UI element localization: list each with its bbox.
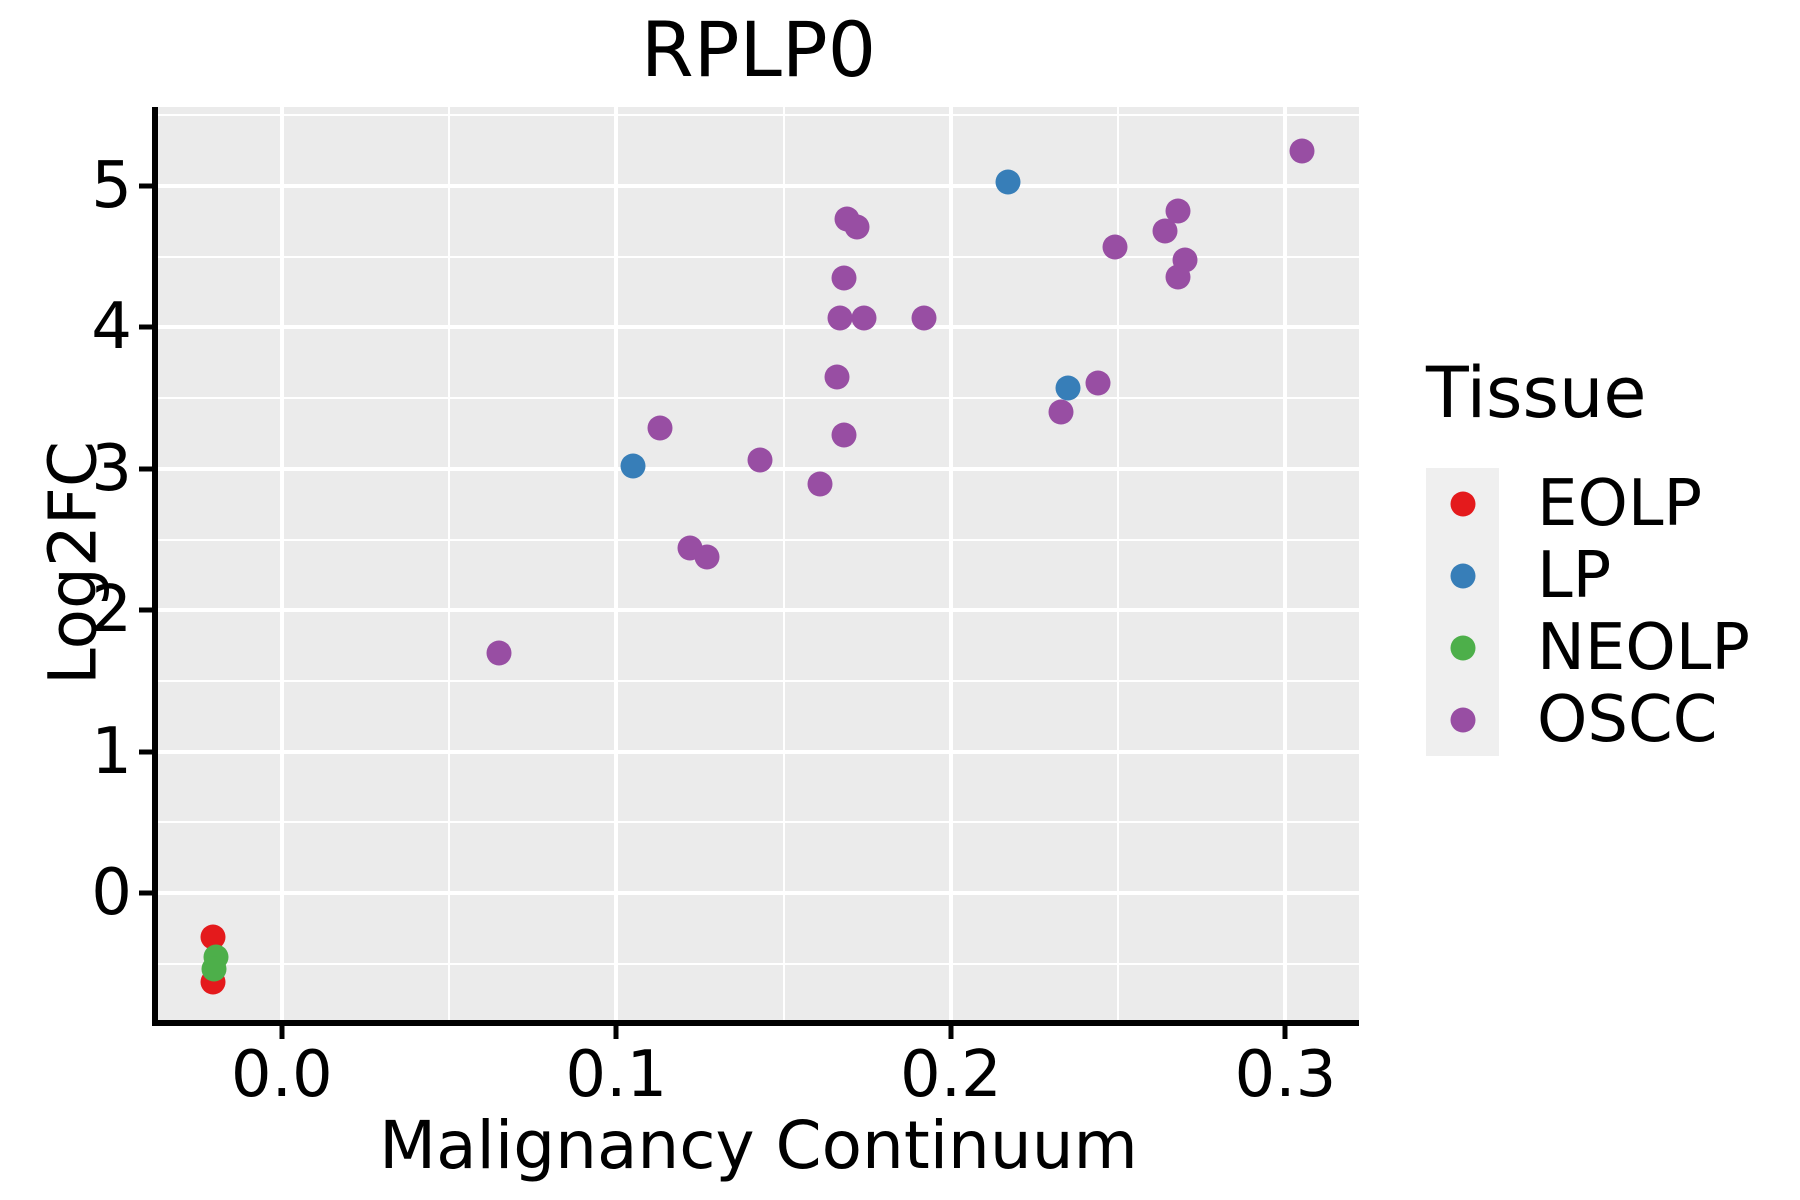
y-major-gridline xyxy=(158,749,1359,754)
x-tick xyxy=(1282,1026,1288,1039)
legend-item-label: LP xyxy=(1537,539,1612,613)
data-point-oscc xyxy=(1085,370,1111,396)
x-major-gridline xyxy=(948,107,953,1020)
data-point-oscc xyxy=(647,415,673,441)
data-point-neolp xyxy=(201,956,227,982)
x-axis-label: Malignancy Continuum xyxy=(379,1107,1138,1184)
y-tick-label: 1 xyxy=(91,714,132,789)
x-tick-label: 0.3 xyxy=(1234,1038,1337,1112)
x-axis-line xyxy=(152,1020,1359,1026)
x-minor-gridline xyxy=(782,107,785,1020)
y-major-gridline xyxy=(158,891,1359,896)
legend: Tissue EOLP LP NEOLP OSCC xyxy=(1426,356,1796,756)
y-minor-gridline xyxy=(158,538,1359,541)
legend-items: EOLP LP NEOLP OSCC xyxy=(1426,468,1796,756)
x-major-gridline xyxy=(279,107,284,1020)
x-tick-label: 0.0 xyxy=(230,1038,333,1112)
x-major-gridline xyxy=(614,107,619,1020)
y-minor-gridline xyxy=(158,397,1359,400)
legend-key xyxy=(1426,684,1499,756)
data-point-oscc xyxy=(1289,138,1315,164)
data-point-oscc xyxy=(824,364,850,390)
y-major-gridline xyxy=(158,325,1359,330)
data-point-oscc xyxy=(844,214,870,240)
data-point-lp xyxy=(620,453,646,479)
data-point-oscc xyxy=(807,471,833,497)
x-tick xyxy=(613,1026,619,1039)
y-tick-label: 0 xyxy=(91,856,132,931)
y-tick xyxy=(139,466,152,472)
data-point-oscc xyxy=(694,544,720,569)
legend-item-oscc: OSCC xyxy=(1426,684,1796,756)
y-minor-gridline xyxy=(158,255,1359,258)
y-minor-gridline xyxy=(158,114,1359,117)
data-point-oscc xyxy=(747,447,773,473)
legend-item-neolp: NEOLP xyxy=(1426,612,1796,684)
data-point-oscc xyxy=(851,305,877,331)
plot-panel xyxy=(158,107,1359,1020)
legend-key xyxy=(1426,612,1499,684)
plot-title: RPLP0 xyxy=(640,5,877,94)
data-point-oscc xyxy=(911,305,937,331)
y-tick xyxy=(139,324,152,330)
lp-dot-icon xyxy=(1450,563,1475,589)
y-tick-label: 2 xyxy=(91,573,132,648)
data-point-oscc xyxy=(831,422,857,448)
y-tick-label: 3 xyxy=(91,431,132,506)
x-tick-label: 0.2 xyxy=(899,1038,1002,1112)
x-minor-gridline xyxy=(1117,107,1120,1020)
y-major-gridline xyxy=(158,608,1359,613)
x-minor-gridline xyxy=(448,107,451,1020)
x-major-gridline xyxy=(1283,107,1288,1020)
y-minor-gridline xyxy=(158,679,1359,682)
legend-title: Tissue xyxy=(1426,352,1647,434)
y-tick xyxy=(139,183,152,189)
y-tick-label: 4 xyxy=(91,290,132,365)
y-minor-gridline xyxy=(158,962,1359,965)
x-tick xyxy=(948,1026,954,1039)
data-point-oscc xyxy=(1172,247,1198,273)
data-point-oscc xyxy=(486,640,512,666)
x-tick xyxy=(279,1026,285,1039)
legend-item-label: NEOLP xyxy=(1537,611,1750,685)
data-point-oscc xyxy=(827,305,853,331)
eolp-dot-icon xyxy=(1450,491,1475,517)
data-point-oscc xyxy=(831,265,857,291)
legend-key xyxy=(1426,540,1499,612)
y-tick-label: 5 xyxy=(91,149,132,224)
legend-item-label: EOLP xyxy=(1537,467,1703,541)
data-point-oscc xyxy=(1102,234,1128,260)
y-axis-line xyxy=(152,107,158,1026)
y-minor-gridline xyxy=(158,821,1359,824)
legend-item-lp: LP xyxy=(1426,540,1796,612)
data-point-lp xyxy=(995,169,1021,195)
data-point-oscc xyxy=(1165,198,1191,224)
y-tick xyxy=(139,607,152,613)
data-point-lp xyxy=(1055,375,1081,401)
y-tick xyxy=(139,749,152,755)
data-point-oscc xyxy=(1048,399,1074,425)
legend-key xyxy=(1426,468,1499,540)
y-tick xyxy=(139,890,152,896)
neolp-dot-icon xyxy=(1450,635,1475,661)
y-major-gridline xyxy=(158,184,1359,189)
x-tick-label: 0.1 xyxy=(565,1038,668,1112)
legend-item-label: OSCC xyxy=(1537,683,1718,757)
oscc-dot-icon xyxy=(1450,707,1475,733)
legend-item-eolp: EOLP xyxy=(1426,468,1796,540)
